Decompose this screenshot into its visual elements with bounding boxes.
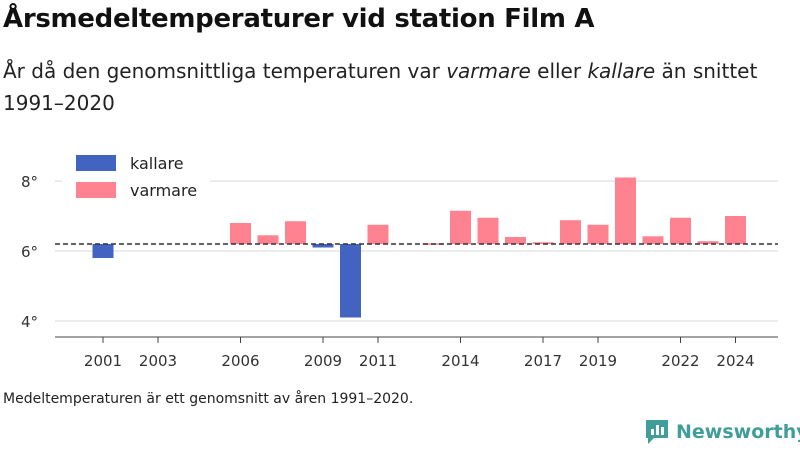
y-tick-label: 8° (21, 173, 38, 191)
footnote: Medeltemperaturen är ett genomsnitt av å… (3, 391, 414, 407)
subtitle-start: År då den genomsnittliga temperaturen va… (3, 59, 447, 83)
bar-warmer (587, 224, 609, 244)
newsworthy-logo-text: Newsworthy (676, 421, 800, 443)
chart-subtitle: År då den genomsnittliga temperaturen va… (3, 55, 773, 119)
bar-colder (340, 244, 361, 318)
legend-label-varmare: varmare (130, 181, 197, 200)
bar-warmer (230, 223, 251, 244)
x-tick-label: 2003 (139, 352, 177, 370)
newsworthy-logo[interactable]: Newsworthy (644, 418, 800, 446)
subtitle-cold: kallare (587, 59, 656, 83)
x-tick-label: 2001 (84, 352, 122, 370)
x-tick-label: 2014 (441, 352, 479, 370)
subtitle-end: än snittet 1991–2020 (3, 59, 758, 115)
x-tick-label: 2006 (221, 352, 259, 370)
bar-warmer (505, 237, 526, 244)
bar-warmer (615, 177, 636, 244)
legend-label-kallare: kallare (130, 154, 184, 173)
chart-title: Årsmedeltemperaturer vid station Film A (3, 4, 595, 34)
x-tick-label: 2017 (524, 352, 562, 370)
bar-warmer (670, 217, 691, 244)
x-tick-label: 2019 (579, 352, 617, 370)
bar-warmer (367, 224, 389, 244)
bar-colder (312, 244, 334, 248)
legend-swatch-kallare (76, 155, 116, 171)
bar-warmer (532, 242, 554, 244)
x-tick-label: 2022 (661, 352, 699, 370)
y-tick-label: 6° (21, 243, 38, 261)
bar-warmer (450, 210, 471, 244)
x-tick-label: 2011 (359, 352, 397, 370)
bar-warmer (697, 241, 719, 244)
newsworthy-logo-icon (646, 420, 668, 444)
y-tick-label: 4° (21, 313, 38, 331)
bar-warmer (257, 235, 279, 244)
legend-swatch-varmare (76, 182, 116, 198)
temperature-bar-chart: 4° 6° 8° 2001 2003 2006 2009 2011 2014 2017 2019 20… (20, 154, 778, 370)
bar-colder (92, 244, 114, 258)
subtitle-warm: varmare (446, 59, 531, 83)
bar-warmer (560, 220, 581, 244)
bar-warmer (725, 216, 746, 244)
bar-warmer (477, 217, 499, 244)
bar-warmer (285, 221, 306, 244)
bar-warmer (642, 236, 664, 244)
x-tick-label: 2024 (716, 352, 754, 370)
x-tick-label: 2009 (304, 352, 342, 370)
subtitle-mid: eller (530, 59, 588, 83)
